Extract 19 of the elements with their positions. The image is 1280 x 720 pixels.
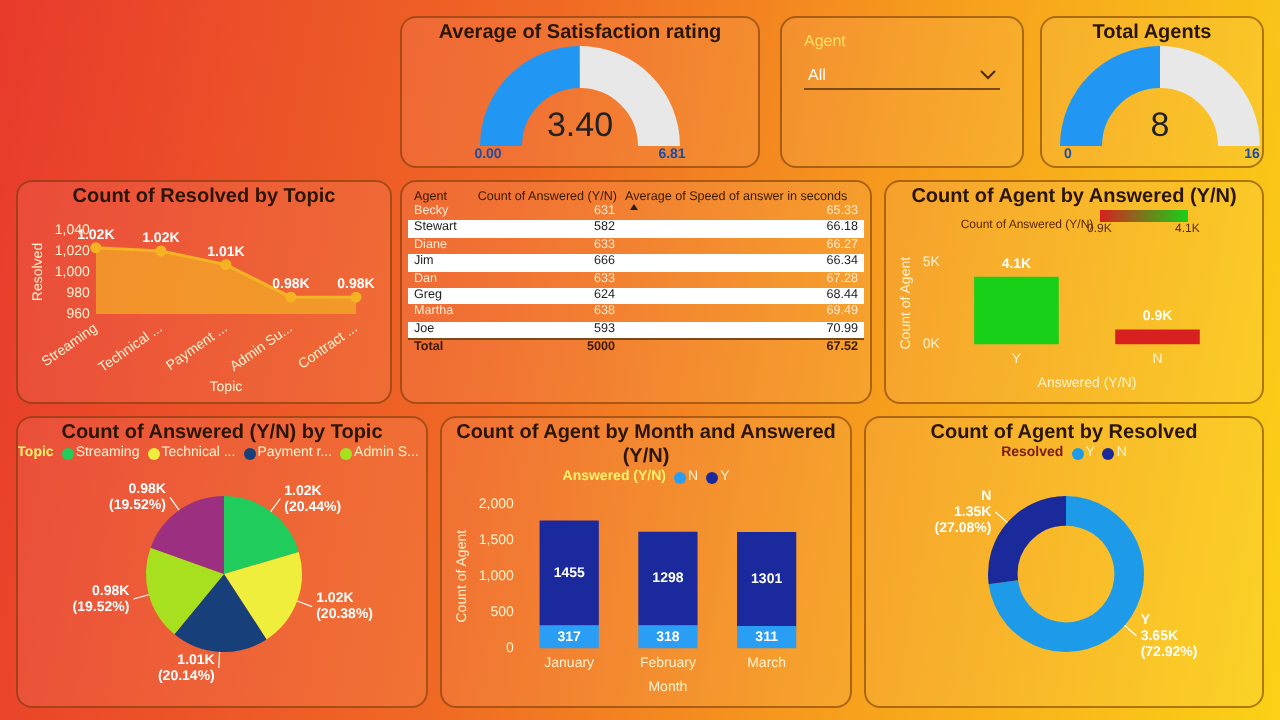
text: Agent	[802, 30, 848, 54]
bar	[638, 531, 698, 626]
data-label: 8	[1148, 106, 1172, 146]
chart-title: Count of Resolved by Topic	[70, 186, 338, 210]
chart-title: Count of Agent by Month and Answered (Y/N)	[454, 422, 838, 469]
chart-title: Count of Answered (Y/N) by Topic	[59, 422, 385, 445]
point	[350, 291, 362, 303]
chart-title: Average of Satisfaction rating	[436, 22, 724, 46]
point	[90, 242, 102, 254]
chart-title: Total Agents	[1090, 22, 1214, 46]
bar	[737, 532, 797, 626]
text: All	[808, 66, 826, 84]
point	[155, 245, 167, 257]
chart-title: Count of Agent by Answered (Y/N)	[909, 186, 1239, 210]
point	[220, 259, 232, 271]
point	[285, 291, 297, 303]
data-label: 3.40	[544, 106, 616, 146]
bar	[539, 520, 599, 626]
chart-title: Count of Agent by Resolved	[928, 422, 1200, 445]
